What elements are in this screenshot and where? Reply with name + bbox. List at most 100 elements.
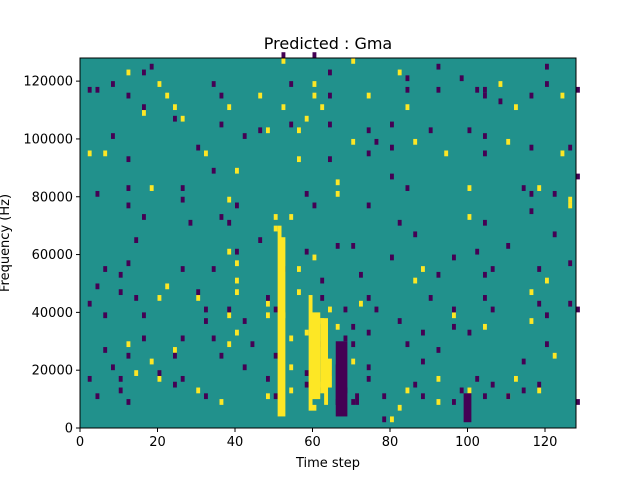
heatmap-cell-low [304, 190, 309, 197]
heatmap-cell-high [444, 150, 449, 157]
heatmap-cell-low [351, 399, 356, 405]
heatmap-cell-high [165, 283, 170, 290]
y-axis-label: Frequency (Hz) [0, 194, 13, 292]
heatmap-cell-low [118, 289, 123, 296]
heatmap-cell-high [568, 196, 573, 203]
heatmap-cell-high [514, 104, 518, 111]
heatmap-cell-low [126, 260, 131, 267]
heatmap-cell-high [560, 92, 565, 99]
heatmap-cell-low [219, 92, 224, 99]
heatmap-cell-low [180, 185, 185, 191]
heatmap-cell-high [405, 387, 410, 394]
heatmap-cell-low [483, 219, 487, 226]
heatmap-cell-low [304, 370, 309, 376]
heatmap-cell-low [413, 231, 418, 238]
heatmap-cell-low [397, 219, 402, 226]
heatmap-cells [87, 52, 580, 423]
heatmap-cell-low [428, 295, 433, 301]
heatmap-cell-low [521, 185, 526, 191]
heatmap-cell-low [188, 219, 193, 226]
heatmap-cell-low [281, 52, 286, 58]
x-axis: 0 20 40 60 80 100 120 [76, 428, 558, 450]
heatmap-cell-high [157, 295, 162, 301]
heatmap-cell-low [475, 375, 480, 382]
heatmap-cell-high [390, 416, 394, 423]
heatmap-cell-high [227, 196, 232, 203]
heatmap-cell-low [436, 271, 441, 278]
heatmap-cell-low [180, 375, 185, 382]
heatmap-cell-low [111, 133, 115, 139]
heatmap-cell-low [366, 127, 371, 134]
plot-area [79, 52, 580, 429]
heatmap-cell-low [204, 306, 208, 313]
heatmap-cell-low [576, 86, 580, 93]
heatmap-run-high [308, 295, 313, 411]
heatmap-cell-high [227, 341, 232, 348]
heatmap-cell-low [157, 370, 162, 376]
heatmap-cell-low [390, 121, 394, 128]
heatmap-cell-low [483, 86, 487, 93]
y-tick-label: 100000 [23, 132, 73, 147]
heatmap-cell-low [180, 196, 185, 203]
heatmap-cell-high [235, 329, 239, 336]
heatmap-cell-high [413, 138, 418, 145]
heatmap-cell-low [258, 127, 263, 134]
heatmap-cell-high [157, 375, 162, 382]
heatmap-cell-high [289, 387, 294, 394]
heatmap-cell-low [134, 295, 139, 301]
heatmap-cell-low [103, 266, 108, 272]
heatmap-cell-low [328, 69, 332, 76]
heatmap-cell-high [204, 150, 208, 157]
x-axis-label: Time step [295, 456, 360, 471]
heatmap-cell-high [165, 92, 170, 99]
y-tick-label: 40000 [32, 306, 73, 321]
heatmap-run-high [324, 370, 329, 405]
heatmap-cell-low [343, 335, 348, 342]
heatmap-cell-high [297, 289, 301, 296]
heatmap-cell-low [483, 150, 487, 157]
heatmap-cell-low [173, 352, 177, 359]
plot-frame [79, 57, 577, 429]
heatmap-cell-low [483, 133, 487, 139]
x-tick-label: 120 [533, 435, 558, 450]
heatmap-cell-high [351, 58, 356, 64]
heatmap-cell-low [312, 52, 317, 58]
heatmap-cell-low [467, 329, 472, 336]
heatmap-cell-high [149, 185, 154, 191]
heatmap-cell-low [382, 393, 387, 400]
heatmap-cell-low [490, 306, 495, 313]
heatmap-cell-high [397, 404, 402, 411]
heatmap-cell-low [545, 81, 549, 87]
heatmap-cell-low [405, 185, 410, 191]
heatmap-cell-low [405, 75, 410, 82]
heatmap-cell-low [204, 318, 208, 324]
heatmap-cell-low [235, 248, 239, 255]
heatmap-cell-low [126, 92, 131, 99]
heatmap-cell-low [95, 86, 100, 93]
heatmap-cell-low [142, 214, 146, 220]
heatmap-cell-low [111, 81, 115, 87]
heatmap-cell-high [467, 185, 472, 191]
heatmap-cell-low [328, 92, 332, 99]
heatmap-cell-high [304, 329, 309, 336]
heatmap-cell-low [521, 358, 526, 365]
heatmap-cell-high [273, 225, 278, 232]
heatmap-cell-low [250, 341, 255, 348]
heatmap-cell-high [312, 254, 317, 261]
heatmap-cell-low [103, 312, 108, 319]
heatmap-cell-low [273, 306, 278, 313]
heatmap-cell-high [103, 150, 108, 157]
heatmap-cell-low [490, 381, 495, 388]
heatmap-cell-high [297, 266, 301, 272]
y-tick-label: 0 [65, 422, 73, 437]
heatmap-cell-low [273, 352, 278, 359]
heatmap-cell-low [134, 237, 139, 243]
heatmap-cell-low [211, 81, 216, 87]
heatmap-cell-low [351, 243, 356, 249]
x-tick-label: 60 [304, 435, 321, 450]
heatmap-cell-high [529, 318, 534, 324]
x-tick-label: 20 [149, 435, 166, 450]
heatmap-cell-low [374, 306, 379, 313]
heatmap-cell-low [266, 295, 270, 301]
x-tick-label: 0 [76, 435, 84, 450]
